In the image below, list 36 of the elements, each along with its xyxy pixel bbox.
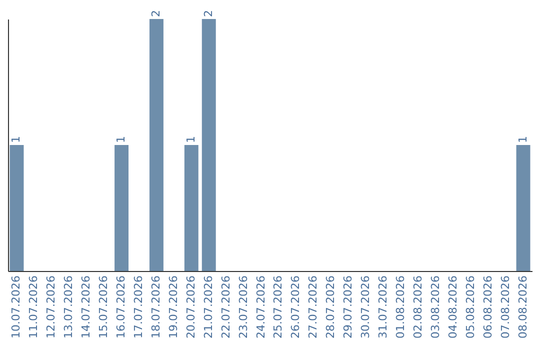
x-tick-label: 29.07.2026 — [342, 276, 355, 338]
x-tick-label: 25.07.2026 — [272, 276, 285, 338]
x-tick-label: 20.07.2026 — [184, 276, 198, 338]
x-tick-label: 14.07.2026 — [80, 276, 93, 338]
x-tick-label: 18.07.2026 — [149, 276, 162, 338]
x-tick-label: 06.08.2026 — [481, 276, 494, 338]
x-tick-label: 28.07.2026 — [324, 276, 338, 338]
data-label: 2 — [149, 10, 162, 17]
x-tick-label: 23.07.2026 — [236, 276, 250, 338]
x-tick-label: 05.08.2026 — [464, 276, 477, 338]
x-tick-label: 31.07.2026 — [376, 276, 390, 338]
data-label: 1 — [10, 136, 23, 143]
x-tick-label: 10.07.2026 — [10, 276, 23, 338]
data-label: 1 — [516, 136, 530, 143]
x-tick-label: 19.07.2026 — [166, 276, 180, 338]
data-label: 1 — [114, 136, 128, 143]
x-tick-label: 03.08.2026 — [428, 276, 442, 338]
data-label: 1 — [184, 136, 198, 143]
x-tick-label: 17.07.2026 — [132, 276, 145, 338]
x-tick-label: 30.07.2026 — [359, 276, 372, 338]
x-tick-label: 26.07.2026 — [289, 276, 302, 338]
x-tick-label: 02.08.2026 — [411, 276, 424, 338]
x-tick-label: 15.07.2026 — [97, 276, 110, 338]
x-tick-label: 22.07.2026 — [219, 276, 232, 338]
x-tick-label: 11.07.2026 — [27, 276, 40, 338]
x-tick-label: 13.07.2026 — [62, 276, 76, 338]
x-tick-label: 27.07.2026 — [306, 276, 320, 338]
x-tick-label: 21.07.2026 — [202, 276, 215, 338]
x-tick-label: 16.07.2026 — [114, 276, 128, 338]
x-tick-label: 01.08.2026 — [394, 276, 407, 338]
x-tick-label: 24.07.2026 — [254, 276, 268, 338]
x-tick-label: 08.08.2026 — [516, 276, 530, 338]
x-tick-label: 12.07.2026 — [44, 276, 58, 338]
data-label: 2 — [202, 10, 215, 17]
x-tick-label: 07.08.2026 — [498, 276, 512, 338]
x-tick-label: 04.08.2026 — [446, 276, 460, 338]
